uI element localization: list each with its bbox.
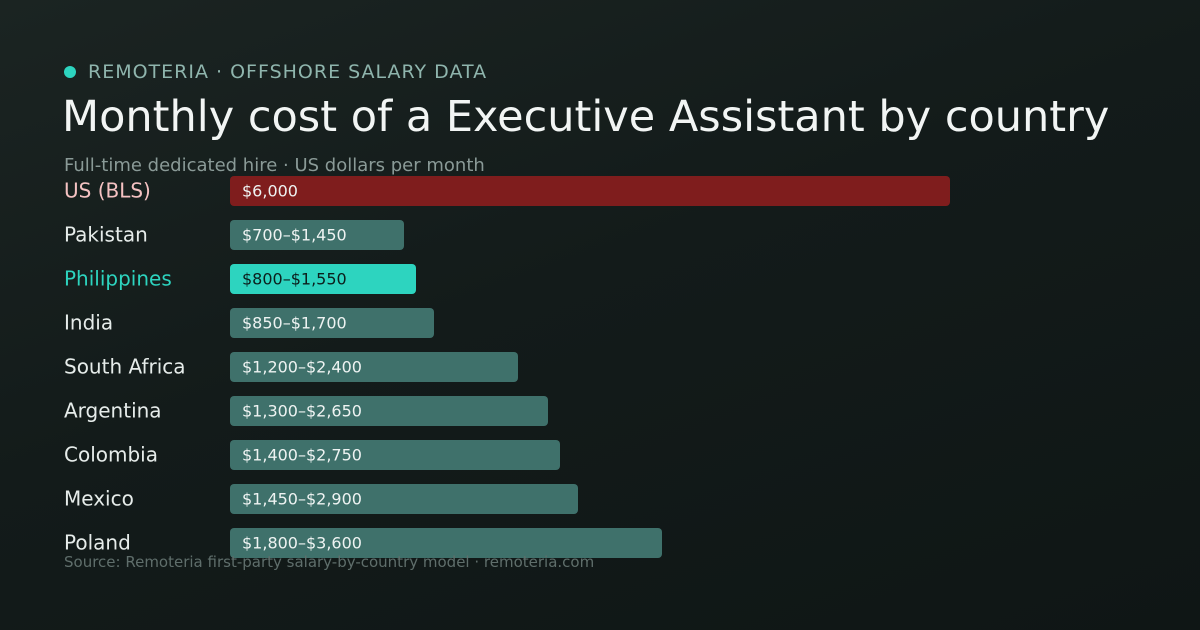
bar-row: Colombia $1,400–$2,750 <box>64 440 560 470</box>
bar-value-label: $1,400–$2,750 <box>242 446 362 465</box>
brand-row: REMOTERIA · OFFSHORE SALARY DATA <box>64 60 487 84</box>
category-label: Argentina <box>64 399 162 423</box>
bar <box>230 176 950 206</box>
bar-value-label: $6,000 <box>242 182 298 201</box>
bar-value-label: $800–$1,550 <box>242 270 347 289</box>
bar-value-label: $1,800–$3,600 <box>242 534 362 553</box>
category-label: Philippines <box>64 267 172 291</box>
category-label: Colombia <box>64 443 158 467</box>
bar-row: Poland $1,800–$3,600 <box>64 528 662 558</box>
bar-row: South Africa $1,200–$2,400 <box>64 352 518 382</box>
category-label: Mexico <box>64 487 134 511</box>
bar-row: India $850–$1,700 <box>64 308 434 338</box>
bar-row: Pakistan $700–$1,450 <box>64 220 404 250</box>
brand-dot-icon <box>64 66 76 78</box>
category-label: Pakistan <box>64 223 148 247</box>
category-label: US (BLS) <box>64 179 151 203</box>
bar <box>230 352 518 382</box>
category-label: India <box>64 311 113 335</box>
bar-value-label: $1,450–$2,900 <box>242 490 362 509</box>
bar-value-label: $1,300–$2,650 <box>242 402 362 421</box>
bar <box>230 484 578 514</box>
category-label: South Africa <box>64 355 186 379</box>
brand-label: REMOTERIA · OFFSHORE SALARY DATA <box>88 61 488 83</box>
bar-value-label: $850–$1,700 <box>242 314 347 333</box>
bar <box>230 440 560 470</box>
bar-value-label: $700–$1,450 <box>242 226 347 245</box>
chart-title: Monthly cost of a Executive Assistant by… <box>62 92 1110 142</box>
bar-value-label: $1,200–$2,400 <box>242 358 362 377</box>
bar <box>230 396 548 426</box>
bar <box>230 308 434 338</box>
bar-row: Mexico $1,450–$2,900 <box>64 484 578 514</box>
bar <box>230 264 416 294</box>
chart-subtitle: Full-time dedicated hire · US dollars pe… <box>64 155 485 176</box>
bar-row: US (BLS) $6,000 <box>64 176 950 206</box>
bar-row: Argentina $1,300–$2,650 <box>64 396 548 426</box>
category-label: Poland <box>64 531 131 555</box>
bar <box>230 220 404 250</box>
source-note: Source: Remoteria first-party salary-by-… <box>64 553 595 571</box>
bar-row: Philippines $800–$1,550 <box>64 264 416 294</box>
bar <box>230 528 662 558</box>
